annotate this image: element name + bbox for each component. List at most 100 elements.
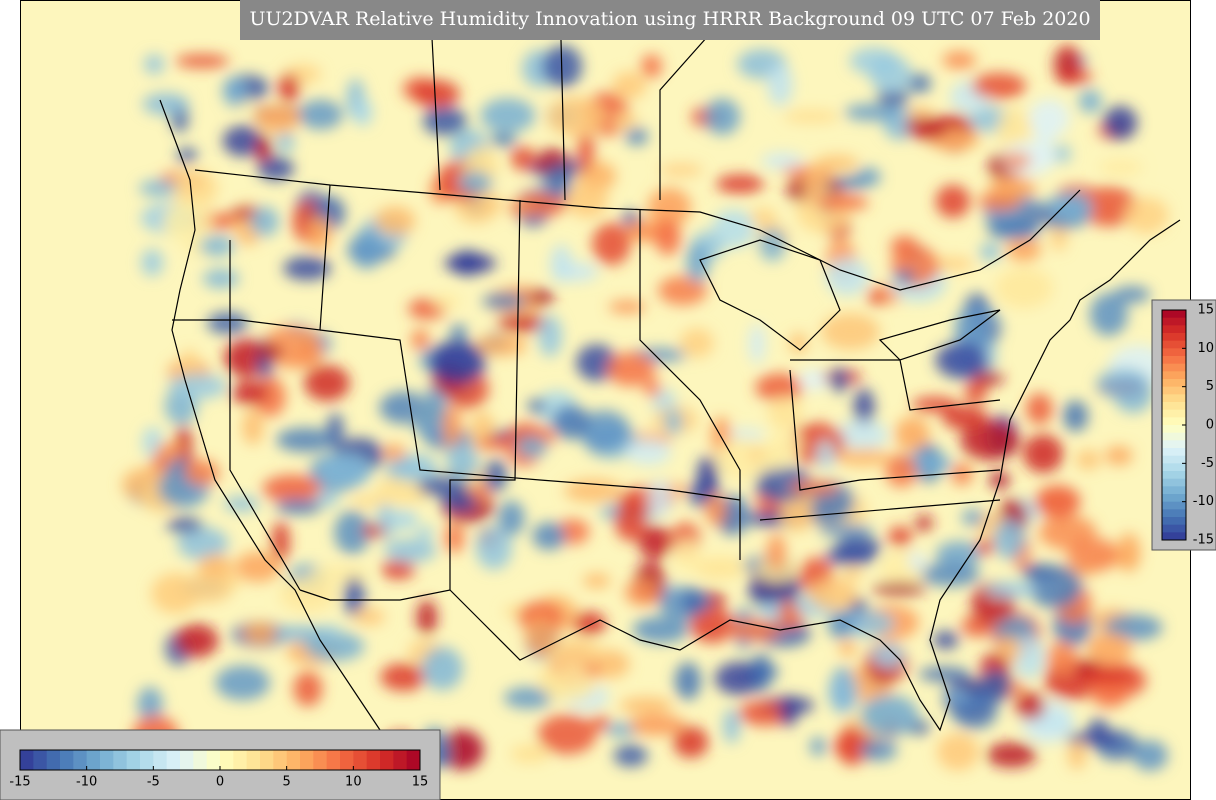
field-patch [724, 618, 782, 641]
field-patch [1015, 691, 1046, 720]
colorbar-segment [233, 750, 248, 770]
colorbar-segment [1162, 394, 1186, 403]
field-patch [1026, 393, 1053, 425]
field-patch [612, 71, 647, 100]
field-patch [374, 206, 416, 236]
field-patch [834, 420, 889, 451]
field-patch [413, 80, 460, 109]
field-patch [625, 127, 649, 146]
colorbar-tick-label: 5 [283, 775, 291, 790]
field-patch [542, 45, 583, 88]
field-patch [627, 225, 656, 240]
field-patch [716, 437, 771, 479]
field-patch [995, 267, 1053, 309]
field-patch [855, 167, 881, 187]
field-patch [942, 405, 989, 430]
field-patch [480, 98, 536, 133]
colorbar-segment [1162, 455, 1186, 464]
colorbar-tick-label: -15 [1193, 533, 1214, 548]
field-patch [885, 454, 918, 488]
field-patch [446, 442, 479, 482]
field [121, 44, 1169, 772]
colorbar-tick-label: -5 [147, 775, 160, 790]
boundaries [159, 0, 1181, 800]
colorbar-tick-label: -15 [9, 775, 30, 790]
field-patch [254, 135, 273, 163]
field-patch [231, 380, 269, 405]
field-patch [142, 93, 190, 116]
field-patch [380, 663, 427, 692]
field-patch [679, 328, 714, 358]
field-patch [1022, 434, 1064, 474]
colorbar-tick-label: -10 [76, 775, 97, 790]
field-patch [839, 640, 856, 657]
colorbar-segment [1162, 371, 1186, 380]
colorbar-segment [1162, 517, 1186, 526]
colorbar-segment [1162, 425, 1186, 434]
field-patch [689, 607, 735, 644]
colorbar-segment [20, 750, 34, 770]
field-patch [621, 211, 640, 227]
colorbar-segment [380, 750, 394, 770]
field-patch [1086, 632, 1133, 666]
colorbar-segment [153, 750, 168, 770]
colorbar-segment [1162, 386, 1186, 395]
field-patch [482, 293, 527, 310]
field-patch [550, 244, 572, 283]
colorbar-segment [393, 750, 408, 770]
colorbar-segment [260, 750, 274, 770]
colorbar-segment [193, 750, 208, 770]
field-patch [816, 194, 869, 211]
colorbar-segment [46, 750, 61, 770]
field-patch [441, 492, 478, 511]
field-patch [1027, 565, 1083, 609]
field-patch [577, 130, 595, 172]
field-patch [860, 694, 919, 737]
field-patch [497, 500, 525, 536]
field-patch [1075, 449, 1101, 470]
field-patch [809, 736, 827, 756]
field-patch [918, 667, 971, 682]
field-patch [271, 521, 290, 562]
field-patch [171, 169, 219, 208]
field-patch [828, 670, 859, 714]
field-patch [139, 180, 178, 197]
field-patch [381, 559, 415, 580]
field-patch [1089, 293, 1128, 336]
field-patch [206, 312, 249, 334]
field-patch [1053, 44, 1081, 84]
field-patch [256, 105, 300, 135]
field-patch [830, 367, 848, 394]
field-patch [673, 726, 709, 758]
colorbar-tick-label: -10 [1193, 494, 1214, 509]
colorbar-segment [1162, 501, 1186, 510]
field-patch [262, 474, 322, 503]
field-patch [303, 364, 350, 402]
field-patch [538, 315, 563, 357]
field-patch [814, 154, 859, 172]
field-patch [1067, 537, 1120, 573]
colorbar-tick-label: 5 [1206, 379, 1214, 394]
field-patch [987, 219, 1041, 240]
field-patch [1103, 105, 1138, 140]
field-patch [163, 202, 212, 242]
field-patch [391, 453, 438, 482]
field-patch [413, 397, 450, 441]
colorbar-segment [1162, 356, 1186, 365]
field-patch [935, 184, 971, 218]
field-patch [279, 576, 337, 613]
field-patch [894, 270, 915, 283]
field-patch [1117, 532, 1141, 573]
colorbar-segment [1162, 471, 1186, 480]
field-patch [538, 714, 597, 755]
field-patch [980, 669, 1012, 703]
field-patch [314, 490, 339, 507]
field-patch [308, 215, 332, 252]
colorbar-segment [313, 750, 328, 770]
colorbar-segment [1162, 448, 1186, 457]
field-patch [278, 73, 300, 102]
field-patch [681, 588, 707, 615]
colorbar-segment [1162, 509, 1186, 518]
field-patch [257, 156, 295, 181]
field-patch [442, 404, 462, 449]
